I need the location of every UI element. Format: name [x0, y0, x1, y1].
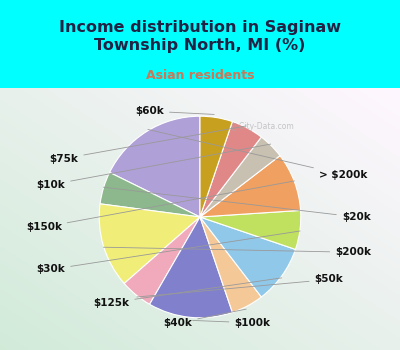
Wedge shape — [99, 204, 200, 284]
Text: $60k: $60k — [135, 106, 214, 116]
Wedge shape — [200, 156, 300, 217]
Text: Asian residents: Asian residents — [146, 69, 254, 82]
Text: $200k: $200k — [104, 247, 371, 257]
Text: $40k: $40k — [163, 309, 246, 328]
Wedge shape — [124, 217, 200, 304]
Text: $100k: $100k — [193, 318, 270, 328]
Text: $50k: $50k — [137, 274, 343, 297]
Text: ⓘ City-Data.com: ⓘ City-Data.com — [232, 122, 294, 131]
Wedge shape — [110, 116, 200, 217]
Text: Income distribution in Saginaw
Township North, MI (%): Income distribution in Saginaw Township … — [59, 20, 341, 53]
Text: $10k: $10k — [36, 144, 271, 190]
Text: $75k: $75k — [50, 126, 246, 163]
Text: $150k: $150k — [26, 181, 294, 232]
Text: > $200k: > $200k — [148, 130, 367, 180]
Text: $30k: $30k — [36, 231, 300, 274]
Text: $125k: $125k — [93, 278, 282, 308]
Wedge shape — [200, 217, 296, 297]
Wedge shape — [200, 137, 280, 217]
Wedge shape — [150, 217, 232, 318]
Wedge shape — [200, 121, 261, 217]
Wedge shape — [200, 217, 261, 313]
Wedge shape — [100, 173, 200, 217]
Wedge shape — [200, 210, 301, 250]
Text: $20k: $20k — [104, 187, 371, 222]
Wedge shape — [200, 116, 232, 217]
